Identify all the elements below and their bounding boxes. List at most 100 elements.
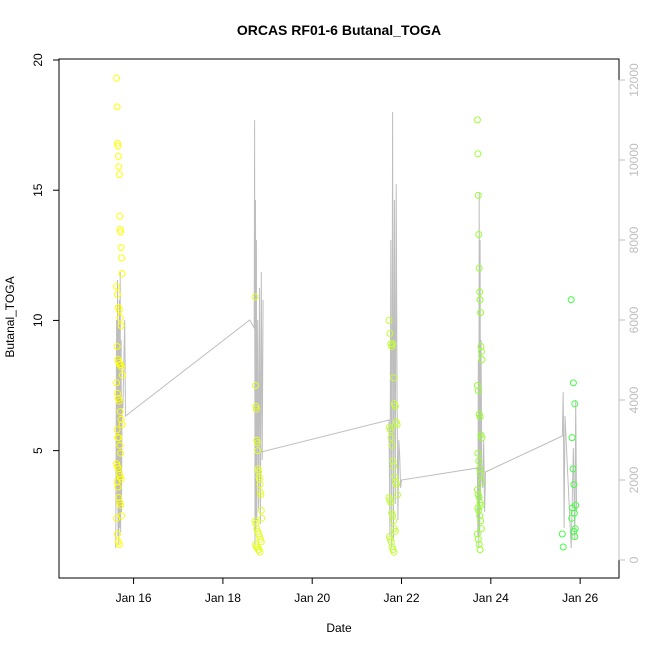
data-point bbox=[256, 488, 264, 496]
data-point bbox=[477, 309, 485, 317]
data-point bbox=[389, 340, 397, 348]
data-point bbox=[570, 481, 578, 488]
x-axis-title: Date bbox=[326, 621, 352, 635]
data-point bbox=[387, 434, 395, 442]
data-point bbox=[475, 494, 483, 501]
data-point bbox=[115, 540, 123, 548]
data-point bbox=[256, 548, 264, 556]
data-point bbox=[117, 501, 125, 509]
data-point bbox=[114, 389, 121, 397]
data-point bbox=[567, 296, 575, 304]
data-point bbox=[474, 535, 482, 543]
y-tick-label: 15 bbox=[31, 183, 45, 197]
data-point bbox=[478, 356, 486, 363]
x-tick-label: Jan 18 bbox=[205, 591, 241, 605]
data-point bbox=[569, 465, 577, 473]
y-tick-label: 5 bbox=[31, 447, 45, 454]
data-point bbox=[571, 400, 579, 408]
data-point bbox=[114, 152, 122, 160]
data-point bbox=[253, 439, 261, 447]
data-point bbox=[385, 316, 393, 324]
data-point bbox=[252, 405, 260, 413]
data-point bbox=[475, 264, 483, 272]
x-tick-label: Jan 24 bbox=[473, 591, 509, 605]
data-point bbox=[476, 512, 484, 520]
data-point bbox=[568, 434, 576, 442]
data-point bbox=[476, 413, 484, 421]
data-point bbox=[476, 465, 484, 473]
data-point bbox=[251, 293, 259, 301]
data-point bbox=[474, 449, 482, 457]
data-point bbox=[117, 449, 125, 457]
y2-tick-label: 6000 bbox=[627, 306, 641, 333]
data-point bbox=[390, 374, 397, 382]
data-point bbox=[114, 290, 121, 298]
data-point bbox=[391, 473, 399, 481]
data-point bbox=[559, 543, 567, 551]
data-point bbox=[393, 421, 401, 429]
data-point bbox=[116, 408, 124, 416]
data-point bbox=[476, 296, 484, 304]
data-point bbox=[473, 486, 481, 494]
y2-tick-label: 10000 bbox=[627, 143, 641, 177]
data-point bbox=[390, 462, 398, 470]
data-point bbox=[257, 491, 265, 499]
data-point bbox=[477, 470, 485, 478]
data-point bbox=[252, 402, 260, 410]
data-point bbox=[113, 343, 121, 350]
data-point bbox=[252, 382, 259, 389]
data-point bbox=[113, 426, 121, 434]
x-tick-label: Jan 26 bbox=[562, 591, 598, 605]
data-point bbox=[115, 434, 123, 442]
data-point bbox=[475, 231, 483, 238]
data-point bbox=[115, 494, 123, 501]
data-point bbox=[474, 387, 482, 395]
data-point bbox=[118, 371, 126, 379]
data-point bbox=[389, 457, 397, 465]
data-point bbox=[255, 468, 263, 475]
data-point bbox=[475, 540, 483, 548]
data-point bbox=[477, 517, 485, 525]
data-point bbox=[390, 517, 397, 525]
data-point bbox=[477, 348, 485, 356]
y2-tick-label: 12000 bbox=[627, 63, 641, 97]
data-point bbox=[476, 546, 484, 554]
data-point bbox=[394, 491, 401, 499]
data-point bbox=[118, 363, 125, 371]
data-point bbox=[254, 465, 262, 473]
data-point bbox=[117, 415, 125, 423]
data-point bbox=[114, 142, 122, 150]
data-point bbox=[391, 402, 399, 410]
x-tick-label: Jan 20 bbox=[294, 591, 330, 605]
data-point bbox=[571, 533, 579, 541]
data-point bbox=[113, 379, 121, 387]
data-point bbox=[118, 254, 125, 262]
data-point bbox=[114, 465, 122, 473]
data-point bbox=[256, 475, 263, 483]
data-point bbox=[116, 441, 124, 449]
data-point bbox=[389, 512, 397, 520]
data-point bbox=[569, 379, 577, 387]
data-point bbox=[253, 436, 261, 444]
data-point bbox=[558, 530, 566, 538]
data-point bbox=[473, 382, 481, 389]
data-point bbox=[475, 507, 483, 514]
x-tick-label: Jan 16 bbox=[116, 591, 152, 605]
data-point bbox=[257, 507, 265, 514]
y2-tick-label: 0 bbox=[627, 556, 641, 563]
data-point bbox=[114, 530, 121, 538]
data-point bbox=[117, 322, 125, 330]
altitude-line bbox=[115, 111, 578, 549]
data-point bbox=[391, 527, 399, 535]
data-point bbox=[115, 397, 123, 405]
data-point bbox=[473, 116, 481, 124]
data-point bbox=[115, 171, 123, 179]
data-point bbox=[477, 525, 485, 533]
data-point bbox=[115, 306, 123, 314]
data-point bbox=[252, 520, 260, 527]
data-point bbox=[117, 244, 125, 251]
data-point bbox=[114, 483, 122, 491]
